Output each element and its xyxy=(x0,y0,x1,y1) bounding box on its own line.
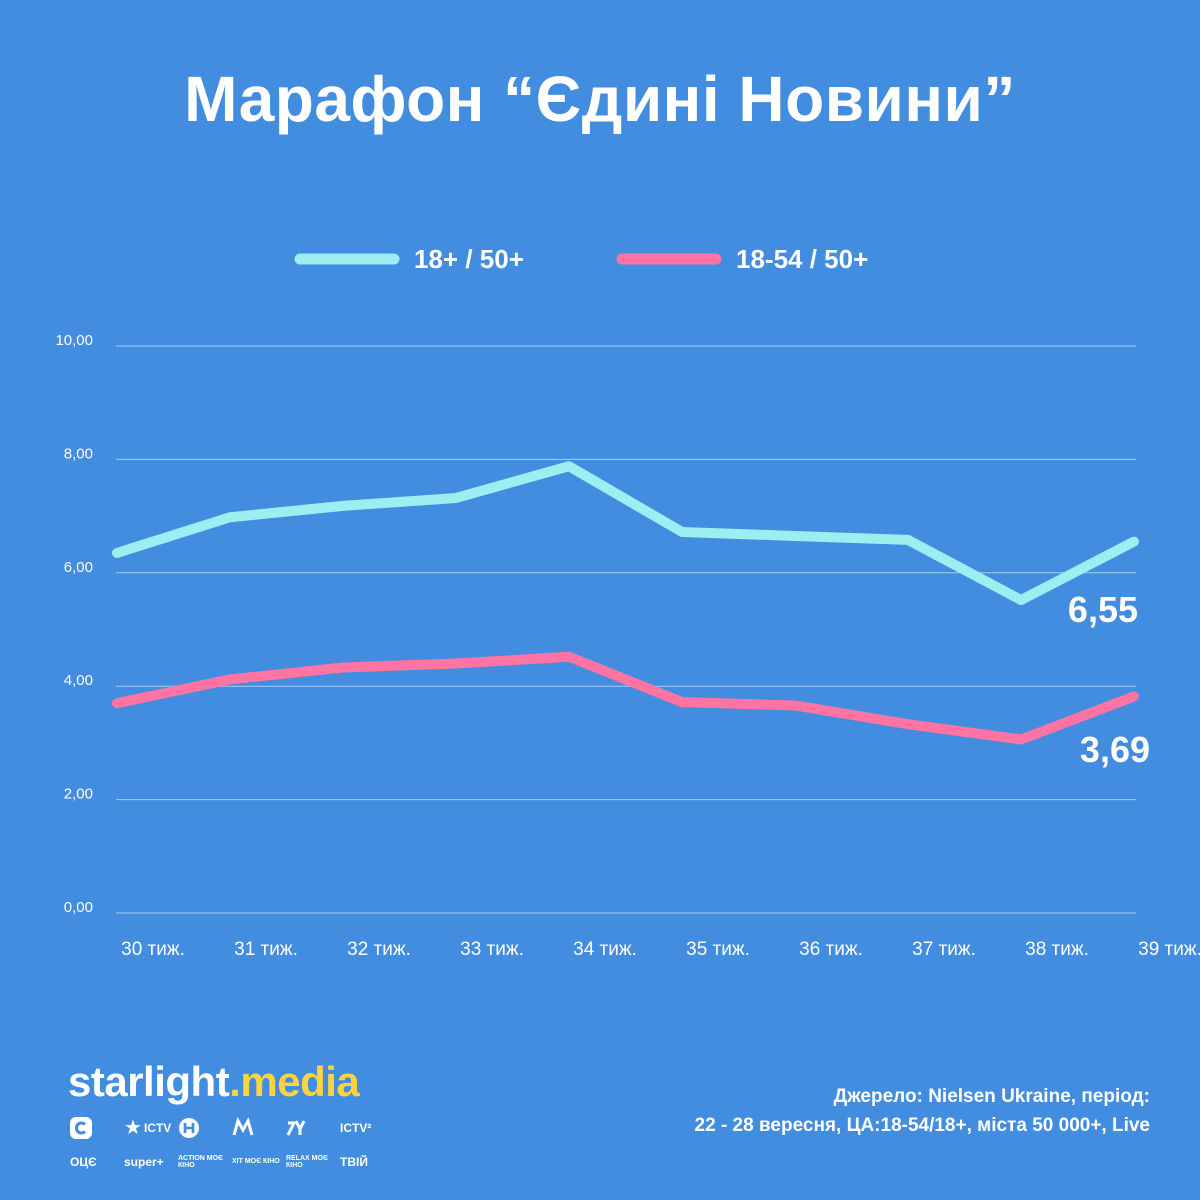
m2-icon xyxy=(286,1116,340,1140)
y-tick-label: 0,00 xyxy=(64,899,93,916)
legend-label: 18-54 / 50+ xyxy=(736,244,868,274)
y-tick-label: 2,00 xyxy=(64,786,93,803)
legend-label: 18+ / 50+ xyxy=(414,244,524,274)
series-line xyxy=(112,461,1139,606)
series-line xyxy=(112,651,1139,745)
chart-title: Марафон “Єдині Новини” xyxy=(184,63,1016,135)
x-tick-label: 34 тиж. xyxy=(573,939,637,960)
channel-ictv: ★ ICTV xyxy=(124,1116,178,1140)
brand-suffix: media xyxy=(240,1058,360,1105)
stb-icon xyxy=(70,1116,124,1140)
channel-label: ICTV xyxy=(143,1121,172,1135)
starlight-media-logo: starlight.media xyxy=(68,1058,360,1106)
m1-icon xyxy=(232,1116,286,1140)
channel-logos: ★ ICTV ICTV² ОЦЄ super+ ACTION МОЄ КІНО Х… xyxy=(70,1116,390,1174)
novyi-kanal-icon xyxy=(178,1116,232,1140)
brand-name: starlight xyxy=(68,1058,230,1105)
data-label: 6,55 xyxy=(1068,589,1138,630)
channel-oce: ОЦЄ xyxy=(70,1155,97,1169)
source-note: Джерело: Nielsen Ukraine, період: 22 - 2… xyxy=(695,1082,1150,1140)
x-tick-label: 36 тиж. xyxy=(799,939,863,960)
star-icon: ★ xyxy=(124,1117,142,1139)
y-tick-label: 4,00 xyxy=(64,672,93,689)
source-line-2: 22 - 28 вересня, ЦА:18-54/18+, міста 50 … xyxy=(694,1115,1150,1136)
y-tick-label: 8,00 xyxy=(64,445,93,462)
channel-ictv2: ICTV² xyxy=(340,1121,372,1135)
line-chart: 0,00 2,00 4,00 6,00 8,00 10,00 30 тиж. 31 тиж. 3… xyxy=(55,244,1200,960)
y-tick-label: 10,00 xyxy=(55,332,93,349)
x-tick-label: 33 тиж. xyxy=(460,939,524,960)
channel-super-plus: super+ xyxy=(124,1155,164,1169)
x-tick-label: 37 тиж. xyxy=(912,939,976,960)
channel-action-moe-kino: ACTION МОЄ КІНО xyxy=(178,1154,224,1169)
channel-tviy: ТВІЙ xyxy=(340,1155,368,1169)
x-tick-label: 35 тиж. xyxy=(686,939,750,960)
data-label: 3,69 xyxy=(1080,729,1150,770)
x-tick-label: 39 тиж. xyxy=(1138,939,1200,960)
source-line-1: Джерело: Nielsen Ukraine, період: xyxy=(833,1086,1150,1107)
channel-relax-moe-kino: RELAX МОЄ КІНО xyxy=(286,1154,328,1169)
brand-dot: . xyxy=(229,1058,241,1105)
x-tick-label: 32 тиж. xyxy=(347,939,411,960)
channel-hit-moe-kino: ХІТ МОЄ КІНО xyxy=(232,1158,280,1166)
x-tick-label: 30 тиж. xyxy=(121,939,185,960)
x-tick-label: 31 тиж. xyxy=(234,939,298,960)
x-tick-label: 38 тиж. xyxy=(1025,939,1089,960)
y-tick-label: 6,00 xyxy=(64,559,93,576)
